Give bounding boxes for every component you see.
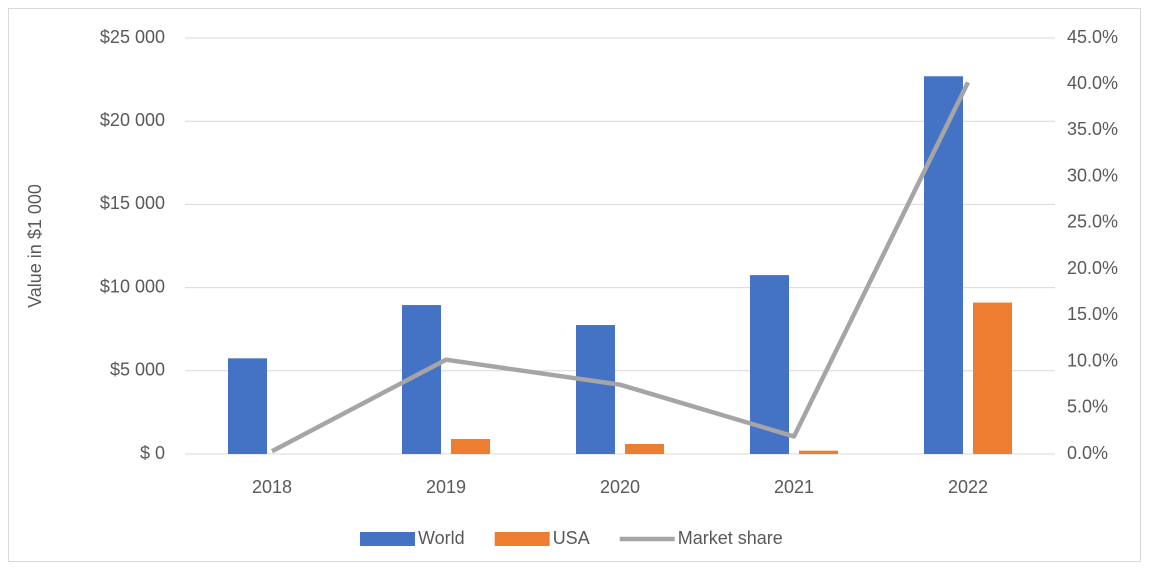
bar — [451, 439, 490, 454]
legend-swatch — [360, 532, 415, 546]
y-tick-label: $10 000 — [100, 276, 165, 296]
bar — [799, 450, 838, 454]
legend-label: USA — [553, 528, 590, 548]
legend-label: Market share — [678, 528, 783, 548]
legend-swatch — [494, 532, 550, 546]
bar — [924, 76, 963, 454]
y-tick-label: $15 000 — [100, 193, 165, 213]
y2-tick-label: 15.0% — [1067, 304, 1118, 324]
x-tick-label: 2022 — [948, 477, 988, 497]
y-tick-label: $20 000 — [100, 110, 165, 130]
y-tick-label: $25 000 — [100, 27, 165, 47]
bar — [625, 444, 664, 454]
line-series — [270, 81, 971, 454]
x-tick-label: 2020 — [600, 477, 640, 497]
bar — [228, 358, 267, 454]
y-tick-label: $5 000 — [110, 360, 165, 380]
y2-tick-label: 20.0% — [1067, 258, 1118, 278]
x-tick-label: 2018 — [252, 477, 292, 497]
y2-tick-label: 0.0% — [1067, 443, 1108, 463]
bar — [973, 302, 1012, 454]
x-tick-label: 2021 — [774, 477, 814, 497]
y2-tick-label: 25.0% — [1067, 212, 1118, 232]
y2-tick-label: 40.0% — [1067, 73, 1118, 93]
y-axis-title: Value in $1 000 — [25, 184, 45, 308]
x-tick-label: 2019 — [426, 477, 466, 497]
y2-tick-label: 30.0% — [1067, 165, 1118, 185]
y2-tick-label: 35.0% — [1067, 119, 1118, 139]
y2-tick-label: 45.0% — [1067, 27, 1118, 47]
y2-tick-label: 5.0% — [1067, 397, 1108, 417]
y2-tick-label: 10.0% — [1067, 350, 1118, 370]
legend-label: World — [418, 528, 465, 548]
bar — [576, 325, 615, 454]
y-tick-label: $ 0 — [140, 443, 165, 463]
